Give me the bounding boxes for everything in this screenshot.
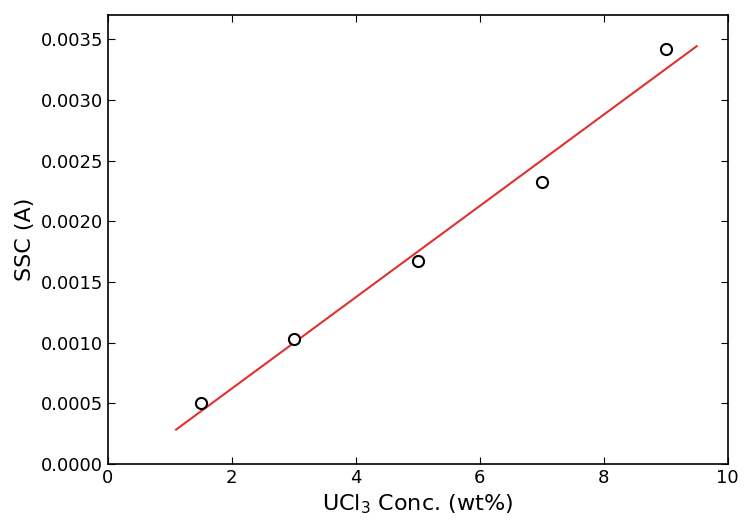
Point [660, 45, 672, 53]
X-axis label: UCl$_3$ Conc. (wt%): UCl$_3$ Conc. (wt%) [323, 492, 513, 516]
Point [288, 335, 300, 343]
Point [536, 178, 548, 187]
Y-axis label: SSC (A): SSC (A) [15, 198, 35, 281]
Point [195, 399, 207, 408]
Point [412, 257, 424, 266]
